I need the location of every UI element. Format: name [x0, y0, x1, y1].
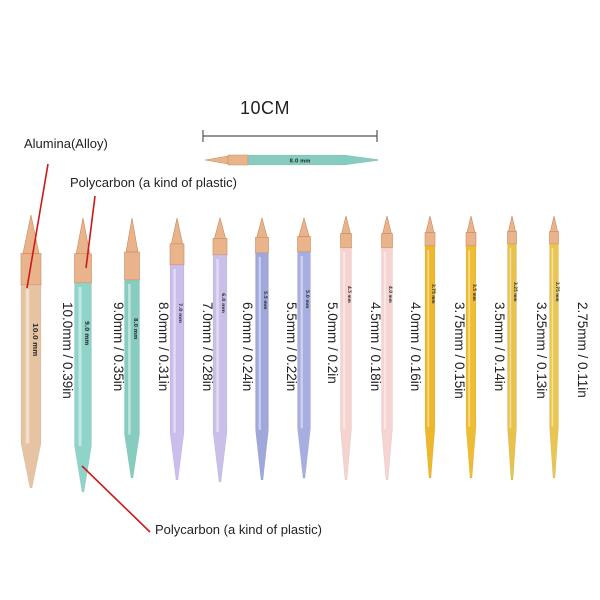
needle-body [297, 251, 311, 479]
needle-size-mark: 5.0 mm [304, 290, 310, 309]
needle-body [507, 243, 517, 481]
needle-tip [214, 216, 226, 239]
needle: 10.0 mm [20, 214, 42, 489]
needle-body [20, 284, 42, 489]
reference-size-mark: 8.0 mm [289, 159, 310, 165]
needle-body [74, 282, 92, 493]
needle-size-mark: 3.25 mm [513, 282, 518, 302]
needle-tip [508, 215, 516, 232]
needle-size-label: 5.0mm / 0.2in [325, 302, 340, 384]
needle-collar [124, 251, 140, 281]
needle-size-mark: 3.75 mm [431, 284, 436, 304]
needle-size-mark: 6.0 mm [220, 293, 226, 313]
needle-collar [381, 233, 393, 249]
needle-collar [340, 233, 352, 249]
needle-collar [169, 243, 185, 266]
needle-size-label: 3.75mm / 0.15in [452, 302, 467, 399]
needle-collar [20, 253, 42, 286]
needle-collar [549, 231, 559, 245]
needle-size-label: 3.25mm / 0.13in [534, 302, 549, 399]
needle-size-mark: 10.0 mm [31, 323, 39, 356]
needle-size-label: 4.0mm / 0.16in [408, 302, 423, 392]
needle-tip [425, 215, 435, 233]
polycarbon-annotation-bottom: Polycarbon (a kind of plastic) [155, 522, 322, 537]
needle-collar [424, 232, 436, 247]
needle-body [255, 252, 269, 481]
needle: 3.25 mm [507, 215, 518, 481]
needle-size-mark: 7.0 mm [177, 303, 183, 323]
needle-size-label: 8.0mm / 0.31in [156, 302, 171, 392]
needle-body [212, 254, 228, 483]
scale-label: 10CM [240, 98, 291, 118]
needle-size-label: 7.0mm / 0.28in [200, 302, 215, 392]
needle-tip [298, 216, 310, 237]
needle-size-mark: 5.5 mm [262, 291, 268, 310]
needle-size-label: 2.75mm / 0.11in [575, 302, 590, 398]
needle: 5.0 mm [297, 216, 311, 479]
needle-collar [297, 236, 311, 253]
needle-tip [341, 215, 351, 234]
needle-tip [256, 216, 268, 238]
needle: 6.0 mm [212, 216, 228, 483]
needle-collar [465, 232, 477, 247]
needle-tip [466, 215, 476, 233]
needle: 3.75 mm [424, 215, 436, 479]
needle-tip [171, 217, 183, 245]
needle: 7.0 mm [169, 217, 185, 481]
needle: 5.5 mm [255, 216, 269, 481]
needle-body [340, 247, 352, 481]
alumina-annotation: Alumina(Alloy) [24, 136, 108, 151]
needle-collar [255, 236, 269, 254]
needle-tip [382, 215, 392, 234]
scale-bar [202, 130, 378, 142]
needle: 8.0 mm [124, 217, 140, 479]
needle-body [124, 279, 140, 479]
polycarbon-annotation-top: Polycarbon (a kind of plastic) [70, 175, 237, 190]
needle-size-label: 3.5mm / 0.14in [492, 302, 507, 392]
needle-size-label: 6.0mm / 0.24in [240, 302, 255, 392]
needle-collar [507, 231, 517, 245]
needle-size-mark: 4.5 mm [347, 286, 352, 303]
needle-tip [125, 217, 139, 253]
needle-body [169, 264, 185, 481]
needle-body [465, 245, 477, 479]
needle: 4.5 mm [340, 215, 352, 481]
needle-body [381, 247, 393, 481]
needle-size-mark: 9.0 mm [83, 321, 89, 345]
needle-tip [550, 215, 558, 232]
needle: 3.5 mm [465, 215, 477, 479]
needle-collar [74, 253, 92, 284]
needle: 4.0 mm [381, 215, 393, 481]
needle-size-label: 10.0mm / 0.39in [60, 302, 75, 399]
needle-size-mark: 3.5 mm [472, 284, 477, 301]
reference-needle: 8.0 mm [204, 154, 379, 166]
needle-collar [212, 238, 228, 256]
needle-body [424, 245, 436, 479]
needle: 9.0 mm [74, 217, 92, 493]
needle-size-label: 9.0mm / 0.35in [111, 302, 126, 392]
needle-body [549, 243, 559, 479]
pointer-lines [26, 163, 151, 533]
needle-size-label: 5.5mm / 0.22in [284, 302, 299, 392]
needle: 2.75 mm [549, 215, 560, 479]
needle-size-mark: 2.75 mm [555, 282, 560, 302]
needle-size-mark: 8.0 mm [132, 318, 138, 339]
needle-size-label: 4.5mm / 0.18in [368, 302, 383, 392]
needle-size-mark: 4.0 mm [388, 286, 393, 303]
